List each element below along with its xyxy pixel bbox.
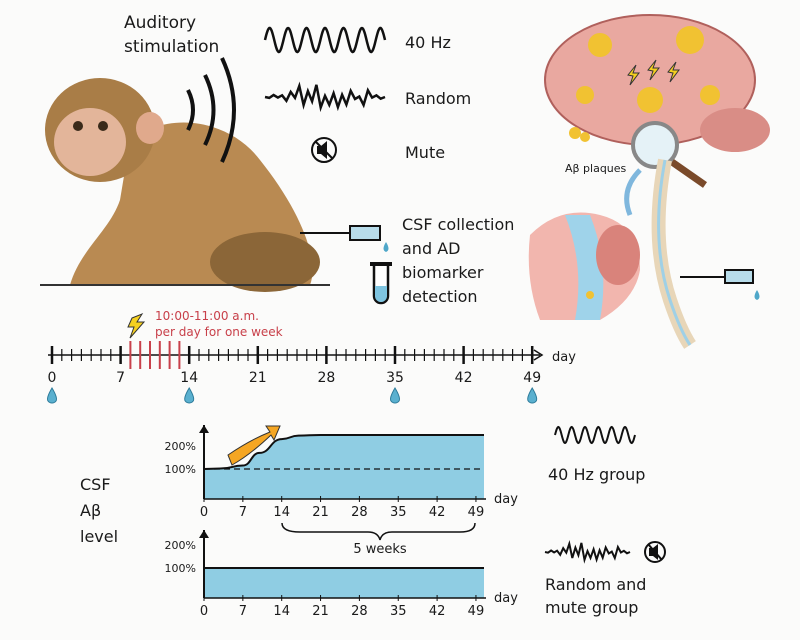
option-mute: Mute xyxy=(405,143,445,162)
monkey-illustration xyxy=(40,78,330,292)
brace xyxy=(281,522,476,541)
timeline-tick-label: 42 xyxy=(455,370,473,386)
x-axis-label: day xyxy=(494,591,518,606)
x-tick-label: 35 xyxy=(390,604,407,619)
timeline-tick-label: 28 xyxy=(317,370,335,386)
random-wave-icon xyxy=(264,81,386,113)
y-tick-label: 200% xyxy=(165,539,196,552)
x-tick-label: 14 xyxy=(273,505,290,520)
timeline-tick-label: 21 xyxy=(249,370,267,386)
csf-text-3: biomarker xyxy=(402,263,484,282)
timeline-tick-label: 35 xyxy=(386,370,404,386)
x-tick-label: 0 xyxy=(200,505,208,520)
brain-illustration xyxy=(544,14,770,152)
ylabel-3: level xyxy=(80,527,118,546)
x-tick-label: 7 xyxy=(239,505,247,520)
syringe-icon xyxy=(300,225,389,252)
timeline-axis-label: day xyxy=(552,350,576,365)
mute-speaker-icon xyxy=(311,137,337,163)
timeline-tick-label: 7 xyxy=(116,370,125,386)
x-tick-label: 42 xyxy=(429,604,446,619)
csf-drop-icon xyxy=(390,387,400,404)
x-tick-label: 21 xyxy=(312,505,329,520)
area-fill xyxy=(204,568,484,598)
csf-text-1: CSF collection xyxy=(402,215,514,234)
x-axis-label: day xyxy=(494,492,518,507)
stim-note-1: 10:00-11:00 a.m. xyxy=(155,309,259,323)
x-tick-label: 28 xyxy=(351,604,368,619)
timeline-tick-label: 49 xyxy=(523,370,541,386)
arrow-icon xyxy=(624,168,642,216)
sound-waves-icon xyxy=(186,57,236,163)
x-tick-label: 0 xyxy=(200,604,208,619)
x-tick-label: 42 xyxy=(429,505,446,520)
random-wave-icon xyxy=(544,540,631,564)
plot-random-mute: 200% 100% 0 7 14 21 28 35 42 49 day xyxy=(165,530,518,619)
mute-speaker-icon xyxy=(644,541,666,563)
sine-wave-icon xyxy=(263,26,387,54)
lightning-icon xyxy=(127,312,146,339)
timeline-arrow xyxy=(533,349,544,361)
x-tick-label: 49 xyxy=(468,604,485,619)
plot-40hz: 200% 100% 0 7 14 21 28 35 42 49 day xyxy=(165,425,518,520)
csf-flow-illustration xyxy=(528,212,640,320)
timeline: 0 7 14 21 28 35 42 49 xyxy=(47,341,544,404)
option-40hz: 40 Hz xyxy=(405,33,451,52)
csf-text-2: and AD xyxy=(402,239,460,258)
stimulation-title-1: Auditory xyxy=(124,13,196,33)
y-axis-arrow xyxy=(199,530,209,538)
group-random-label-2: mute group xyxy=(545,598,638,617)
x-tick-label: 28 xyxy=(351,505,368,520)
stimulation-title-2: stimulation xyxy=(124,37,219,57)
x-tick-label: 14 xyxy=(273,604,290,619)
y-axis-arrow xyxy=(199,425,209,433)
spine-illustration xyxy=(651,158,760,349)
increase-arrow-icon xyxy=(227,425,281,466)
csf-drop-icon xyxy=(184,387,195,404)
option-random: Random xyxy=(405,89,471,108)
data-line xyxy=(203,433,484,470)
magnifier-icon xyxy=(631,121,708,188)
ylabel-2: Aβ xyxy=(80,501,101,520)
x-tick-label: 21 xyxy=(312,604,329,619)
x-tick-label: 49 xyxy=(468,505,485,520)
plaques-label: Aβ plaques xyxy=(565,162,627,175)
x-tick-label: 7 xyxy=(239,604,247,619)
area-fill xyxy=(204,434,484,499)
csf-drop-icon xyxy=(47,387,57,404)
y-tick-label: 100% xyxy=(165,562,196,575)
x-tick-label: 35 xyxy=(390,505,407,520)
group-40hz-label: 40 Hz group xyxy=(548,465,645,484)
brace-label: 5 weeks xyxy=(353,542,407,557)
ylabel-1: CSF xyxy=(80,475,111,494)
csf-text-4: detection xyxy=(402,287,478,306)
test-tube-icon xyxy=(370,262,392,305)
y-tick-label: 100% xyxy=(165,463,196,476)
timeline-tick-label: 0 xyxy=(48,370,57,386)
y-tick-label: 200% xyxy=(165,440,196,453)
sine-wave-icon xyxy=(554,425,636,445)
timeline-tick-label: 14 xyxy=(180,370,198,386)
stim-note-2: per day for one week xyxy=(155,325,283,339)
group-random-label-1: Random and xyxy=(545,575,646,594)
csf-drop-icon xyxy=(527,387,538,404)
